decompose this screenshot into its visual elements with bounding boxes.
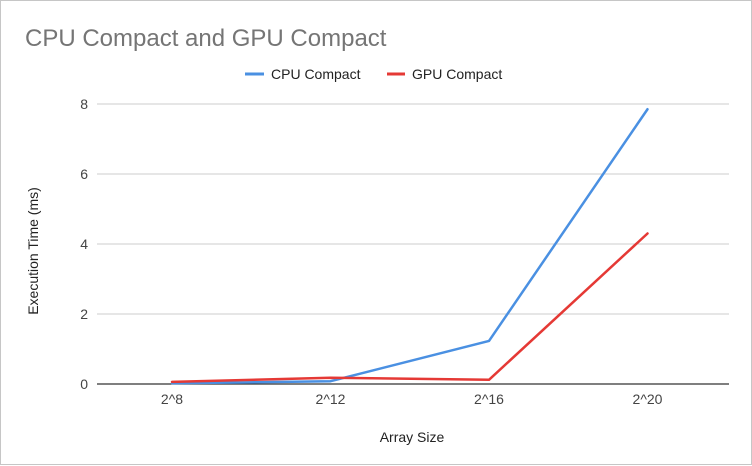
y-axis-title: Execution Time (ms) — [25, 187, 41, 315]
x-axis-ticks: 2^8 2^12 2^16 2^20 — [161, 391, 663, 407]
x-tick-label-2-16: 2^16 — [474, 391, 504, 407]
y-tick-label-2: 2 — [80, 306, 88, 322]
chart-title: CPU Compact and GPU Compact — [25, 25, 387, 52]
y-tick-label-4: 4 — [80, 236, 88, 252]
legend-label-cpu-compact: CPU Compact — [271, 66, 361, 82]
y-axis-ticks: 0 2 4 6 8 — [80, 96, 88, 392]
x-axis-title: Array Size — [380, 429, 445, 445]
x-tick-label-2-20: 2^20 — [633, 391, 663, 407]
series-lines — [172, 109, 648, 383]
legend-label-gpu-compact: GPU Compact — [412, 66, 502, 82]
x-tick-label-2-12: 2^12 — [316, 391, 346, 407]
x-tick-label-2-8: 2^8 — [161, 391, 183, 407]
y-tick-label-0: 0 — [80, 376, 88, 392]
y-tick-label-6: 6 — [80, 166, 88, 182]
series-line-gpu-compact — [172, 234, 648, 382]
y-tick-label-8: 8 — [80, 96, 88, 112]
series-line-cpu-compact — [172, 109, 648, 383]
legend: CPU Compact GPU Compact — [245, 66, 502, 82]
gridlines — [97, 104, 729, 384]
